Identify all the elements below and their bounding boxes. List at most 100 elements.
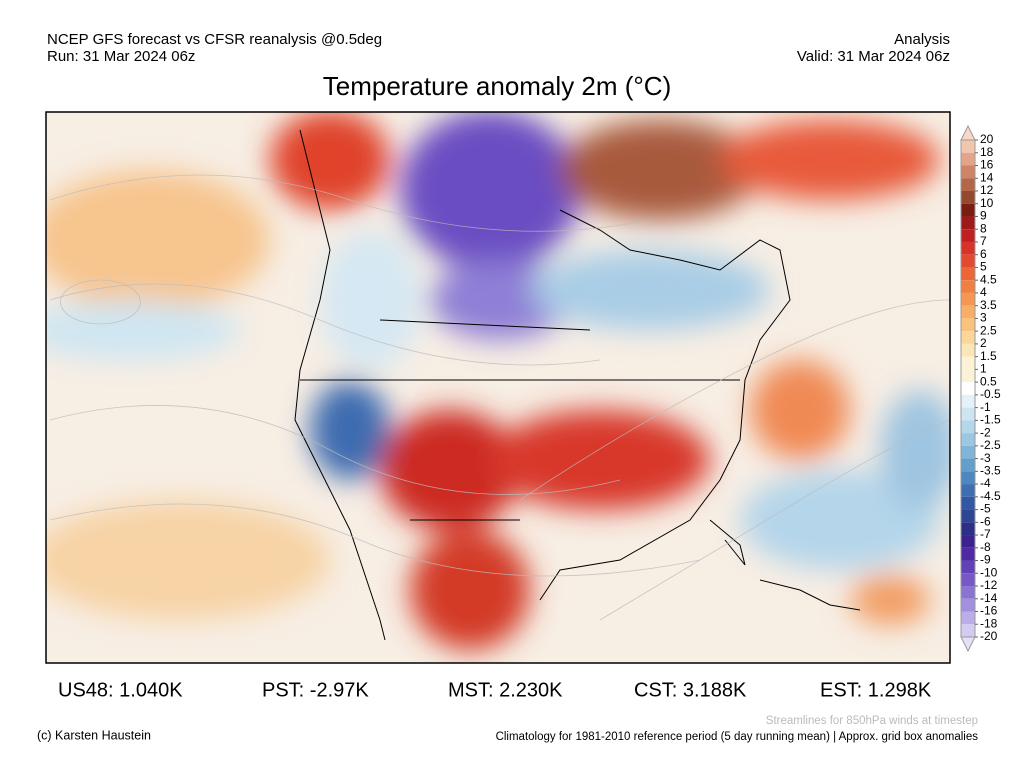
credit: (c) Karsten Haustein xyxy=(37,728,151,742)
colorbar-label: -5 xyxy=(980,502,991,516)
stat-us48: US48: 1.040K xyxy=(58,679,183,701)
colorbar-band xyxy=(961,229,975,242)
colorbar-label: 8 xyxy=(980,221,987,235)
colorbar-band xyxy=(961,560,975,574)
colorbar-band xyxy=(961,433,975,446)
colorbar-label: -10 xyxy=(980,565,998,579)
colorbar-label: -20 xyxy=(980,629,998,643)
colorbar-label: 4.5 xyxy=(980,272,997,286)
colorbar-label: -1 xyxy=(980,400,991,414)
colorbar-band xyxy=(961,496,975,510)
colorbar-band xyxy=(961,547,975,561)
colorbar-label: -14 xyxy=(980,591,998,605)
colorbar-label: 0.5 xyxy=(980,374,997,388)
colorbar-label: 1.5 xyxy=(980,349,997,363)
colorbar-label: -9 xyxy=(980,553,991,567)
colorbar-band xyxy=(961,190,975,204)
coastlines xyxy=(294,129,861,641)
colorbar-label: -3.5 xyxy=(980,464,1001,478)
colorbar-band xyxy=(961,535,975,548)
colorbar-band xyxy=(961,343,975,357)
colorbar-band xyxy=(961,318,975,332)
colorbar-label: 4 xyxy=(980,285,987,299)
colorbar-band xyxy=(961,331,975,344)
colorbar-band xyxy=(961,573,975,587)
colorbar-label: 3 xyxy=(980,311,987,325)
colorbar-band xyxy=(961,292,975,306)
colorbar-band xyxy=(961,241,975,255)
colorbar-band xyxy=(961,598,975,612)
colorbar-band xyxy=(961,305,975,319)
map xyxy=(46,112,950,663)
colorbar-label: 20 xyxy=(980,132,994,146)
colorbar-label: -12 xyxy=(980,578,998,592)
colorbar-band xyxy=(961,140,975,153)
streamlines-note: Streamlines for 850hPa winds at timestep xyxy=(766,715,978,727)
colorbar-label: 12 xyxy=(980,183,994,197)
colorbar-label: -1.5 xyxy=(980,413,1001,427)
colorbar-band xyxy=(961,216,975,230)
colorbar-bottom-arrow xyxy=(960,636,976,653)
colorbar-label: 16 xyxy=(980,158,994,172)
colorbar-band xyxy=(961,624,975,637)
colorbar-label: -2.5 xyxy=(980,438,1001,452)
colorbar-band xyxy=(961,394,975,408)
colorbar-label: 3.5 xyxy=(980,298,997,312)
colorbar-band xyxy=(961,420,975,434)
colorbar-band xyxy=(961,407,975,421)
colorbar-top-arrow xyxy=(960,124,976,141)
colorbar-band xyxy=(961,586,975,599)
colorbar-label: -2 xyxy=(980,425,991,439)
run-info: NCEP GFS forecast vs CFSR reanalysis @0.… xyxy=(47,31,382,48)
colorbar-label: -7 xyxy=(980,527,991,541)
colorbar-band xyxy=(961,165,975,179)
colorbar-band xyxy=(961,484,975,497)
colorbar-label: 18 xyxy=(980,145,994,159)
stat-est: EST: 1.298K xyxy=(820,679,932,701)
colorbar-label: 2 xyxy=(980,336,987,350)
colorbar-label: 1 xyxy=(980,362,987,376)
colorbar-frame xyxy=(960,139,976,638)
colorbar-band xyxy=(961,280,975,293)
colorbar-band xyxy=(961,254,975,268)
colorbar-band xyxy=(961,445,975,459)
colorbar-label: -16 xyxy=(980,604,998,618)
colorbar-label: -18 xyxy=(980,616,998,630)
colorbar-label: -8 xyxy=(980,540,991,554)
colorbar-label: 5 xyxy=(980,260,987,274)
colorbar-label: 9 xyxy=(980,209,987,223)
colorbar-band xyxy=(961,369,975,383)
colorbar-label: 2.5 xyxy=(980,323,997,337)
colorbar-label: -3 xyxy=(980,451,991,465)
colorbar-band xyxy=(961,178,975,191)
colorbar-label: -4.5 xyxy=(980,489,1001,503)
map-title: Temperature anomaly 2m (°C) xyxy=(323,71,672,101)
colorbar-label: -0.5 xyxy=(980,387,1001,401)
colorbar-band xyxy=(961,356,975,370)
colorbar-band xyxy=(961,382,975,395)
colorbar-label: 14 xyxy=(980,170,994,184)
colorbar-label: 6 xyxy=(980,247,987,261)
run-time: Run: 31 Mar 2024 06z xyxy=(47,48,195,65)
colorbar-band xyxy=(961,152,975,166)
map-frame xyxy=(45,111,951,664)
colorbar-band xyxy=(961,471,975,485)
colorbar-band xyxy=(961,509,975,523)
colorbar-band xyxy=(961,611,975,625)
streamlines xyxy=(49,174,950,621)
colorbar-band xyxy=(961,522,975,536)
colorbar-label: 7 xyxy=(980,234,987,248)
colorbar-band xyxy=(961,267,975,281)
colorbar-label: 10 xyxy=(980,196,994,210)
anomaly-field xyxy=(46,112,950,650)
stat-cst: CST: 3.188K xyxy=(634,679,747,701)
climatology-note: Climatology for 1981-2010 reference peri… xyxy=(496,731,979,743)
colorbar-band xyxy=(961,203,975,217)
analysis-label: Analysis xyxy=(894,31,950,48)
colorbar-label: -4 xyxy=(980,476,991,490)
stat-mst: MST: 2.230K xyxy=(448,679,563,701)
colorbar-band xyxy=(961,458,975,472)
valid-time: Valid: 31 Mar 2024 06z xyxy=(797,48,950,65)
